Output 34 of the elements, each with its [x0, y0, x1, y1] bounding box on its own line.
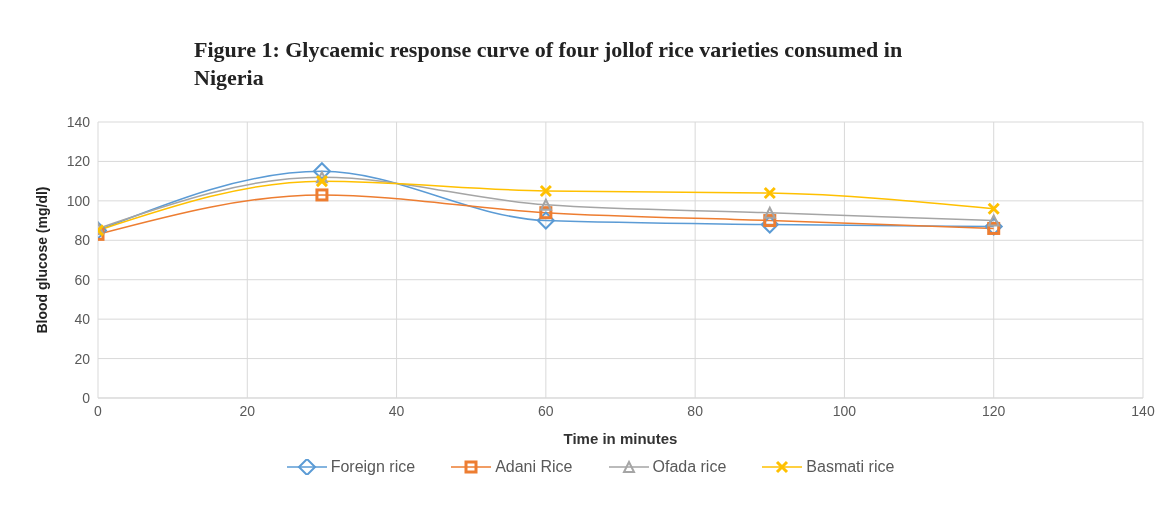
x-tick-label: 100: [832, 402, 857, 419]
point: [539, 198, 552, 211]
y-tick-label: 140: [66, 113, 91, 130]
point: [315, 188, 329, 202]
x-tick-label: 140: [1131, 402, 1155, 419]
point: [539, 184, 553, 198]
point: [763, 206, 776, 219]
legend-label: Foreign rice: [330, 458, 416, 476]
y-tick-label: 60: [74, 271, 91, 288]
x-tick-label: 0: [94, 402, 103, 419]
legend-label: Basmati rice: [806, 458, 895, 476]
legend-label: Ofada rice: [652, 458, 727, 476]
y-tick-label: 20: [74, 350, 91, 367]
y-axis-title: Blood glucose (mg/dl): [33, 186, 50, 334]
x-tick-label: 80: [687, 402, 704, 419]
point: [987, 202, 1001, 216]
x-tick-label: 20: [239, 402, 256, 419]
point: [536, 211, 555, 230]
x-tick-label: 40: [388, 402, 405, 419]
y-tick-label: 0: [82, 389, 91, 406]
point: [315, 171, 328, 184]
point: [312, 162, 331, 181]
point: [763, 186, 777, 200]
y-tick-label: 80: [74, 232, 91, 249]
point: [315, 174, 329, 188]
point: [984, 217, 1003, 236]
legend-label: Adani Rice: [495, 458, 573, 476]
x-tick-label: 60: [538, 402, 554, 419]
x-axis-title: Time in minutes: [563, 430, 678, 447]
y-tick-label: 100: [66, 192, 91, 209]
y-tick-label: 40: [74, 311, 91, 328]
chart-title: Figure 1: Glycaemic response curve of four jollof rice varieties consumed in Nigeria: [194, 36, 904, 92]
y-tick-label: 120: [66, 153, 91, 170]
x-tick-label: 120: [982, 402, 1006, 419]
